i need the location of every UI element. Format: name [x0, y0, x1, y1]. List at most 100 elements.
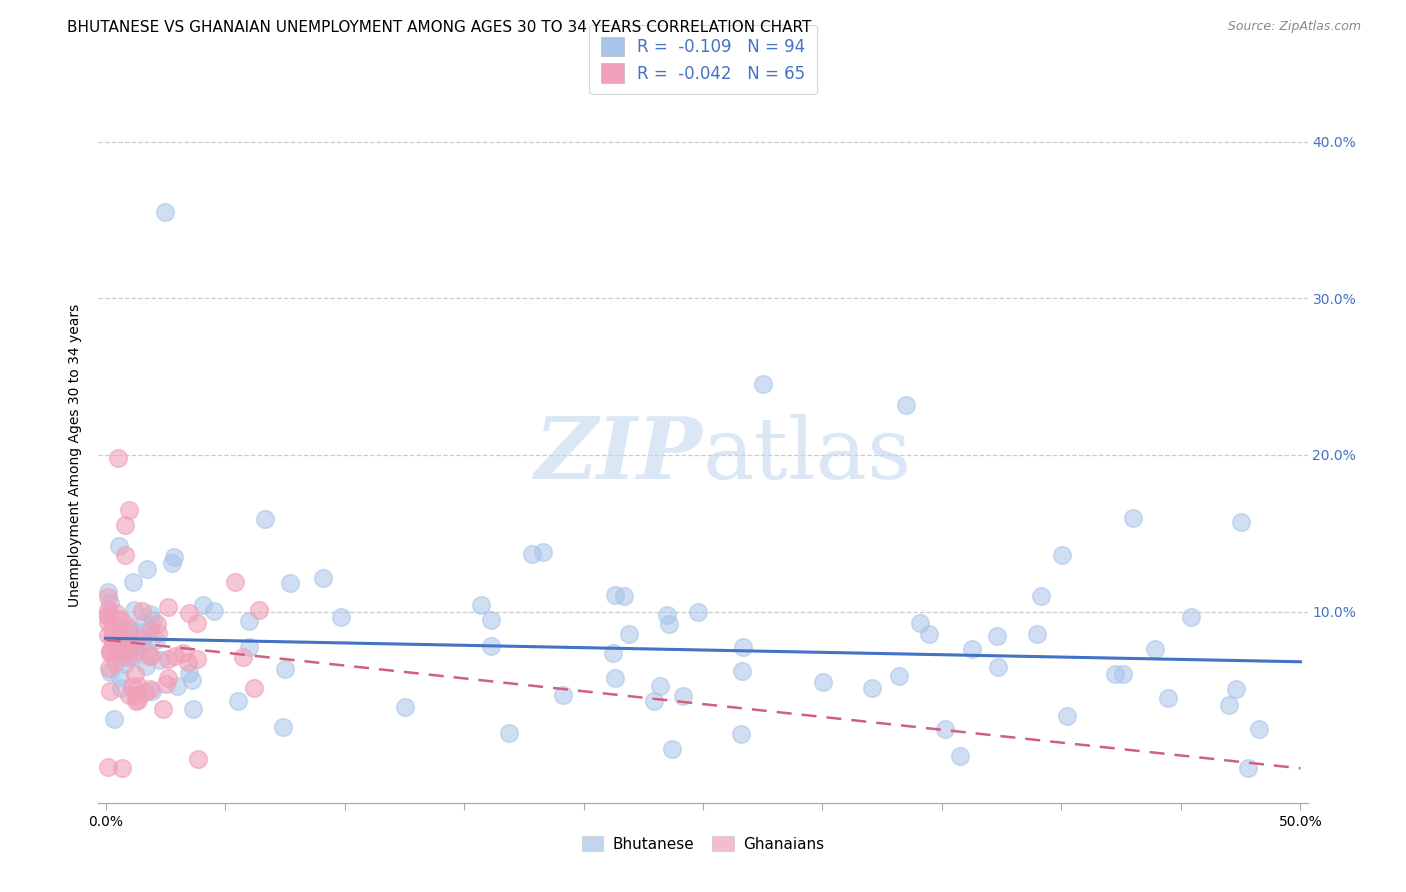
Point [118, 688, 141, 702]
Point [1143, 641, 1166, 656]
Point [157, 599, 180, 614]
Point [520, 547, 543, 561]
Point [115, 633, 138, 648]
Point [131, 604, 153, 618]
Point [125, 644, 148, 658]
Point [643, 694, 665, 708]
Point [273, 662, 295, 676]
Point [127, 679, 149, 693]
Point [172, 646, 194, 660]
Point [186, 615, 208, 630]
Point [120, 637, 142, 651]
Point [135, 658, 157, 673]
Point [889, 669, 911, 683]
Point [162, 550, 184, 565]
Point [121, 575, 143, 590]
Point [960, 641, 983, 656]
Point [602, 646, 624, 660]
Point [98, 596, 121, 610]
Point [605, 671, 627, 685]
Point [605, 588, 627, 602]
Point [98, 684, 121, 698]
Point [949, 749, 972, 764]
Point [163, 648, 186, 663]
Point [117, 620, 139, 634]
Point [145, 616, 167, 631]
Point [157, 672, 180, 686]
Point [107, 612, 129, 626]
Point [108, 645, 131, 659]
Point [1112, 666, 1135, 681]
Point [498, 725, 520, 739]
Point [121, 679, 143, 693]
Point [986, 629, 1008, 643]
Point [139, 623, 162, 637]
Point [110, 613, 132, 627]
Point [139, 607, 162, 621]
Point [186, 652, 208, 666]
Point [176, 655, 198, 669]
Point [100, 642, 122, 657]
Point [1122, 510, 1144, 524]
Point [156, 652, 179, 666]
Point [394, 699, 416, 714]
Point [131, 632, 153, 646]
Point [155, 677, 177, 691]
Point [1180, 610, 1202, 624]
Point [136, 562, 159, 576]
Point [108, 539, 131, 553]
Point [671, 689, 693, 703]
Point [110, 681, 132, 695]
Point [145, 632, 167, 647]
Text: Source: ZipAtlas.com: Source: ZipAtlas.com [1227, 20, 1361, 33]
Point [908, 615, 931, 630]
Point [191, 598, 214, 612]
Point [107, 628, 129, 642]
Point [166, 679, 188, 693]
Point [226, 694, 249, 708]
Point [1225, 681, 1247, 696]
Point [104, 606, 127, 620]
Point [531, 545, 554, 559]
Point [1050, 549, 1073, 563]
Point [1218, 698, 1240, 712]
Point [138, 648, 160, 663]
Point [117, 644, 139, 658]
Point [813, 675, 835, 690]
Point [125, 694, 148, 708]
Point [329, 610, 352, 624]
Point [112, 649, 135, 664]
Point [860, 681, 883, 695]
Point [134, 685, 156, 699]
Point [107, 451, 129, 466]
Point [98, 661, 121, 675]
Point [127, 693, 149, 707]
Point [97, 608, 120, 623]
Y-axis label: Unemployment Among Ages 30 to 34 years: Unemployment Among Ages 30 to 34 years [69, 303, 83, 607]
Point [1029, 589, 1052, 603]
Point [104, 639, 127, 653]
Point [733, 640, 755, 654]
Point [730, 726, 752, 740]
Point [139, 681, 162, 696]
Point [661, 741, 683, 756]
Point [146, 625, 169, 640]
Point [108, 670, 131, 684]
Point [312, 571, 335, 585]
Point [271, 720, 294, 734]
Point [1237, 761, 1260, 775]
Point [613, 590, 636, 604]
Point [132, 624, 155, 639]
Point [98, 646, 121, 660]
Point [177, 665, 200, 680]
Point [617, 627, 640, 641]
Point [224, 574, 246, 589]
Point [1104, 666, 1126, 681]
Point [1229, 516, 1251, 530]
Point [987, 660, 1010, 674]
Point [120, 622, 142, 636]
Point [97, 609, 120, 624]
Point [101, 631, 124, 645]
Point [98, 644, 121, 658]
Point [114, 518, 136, 533]
